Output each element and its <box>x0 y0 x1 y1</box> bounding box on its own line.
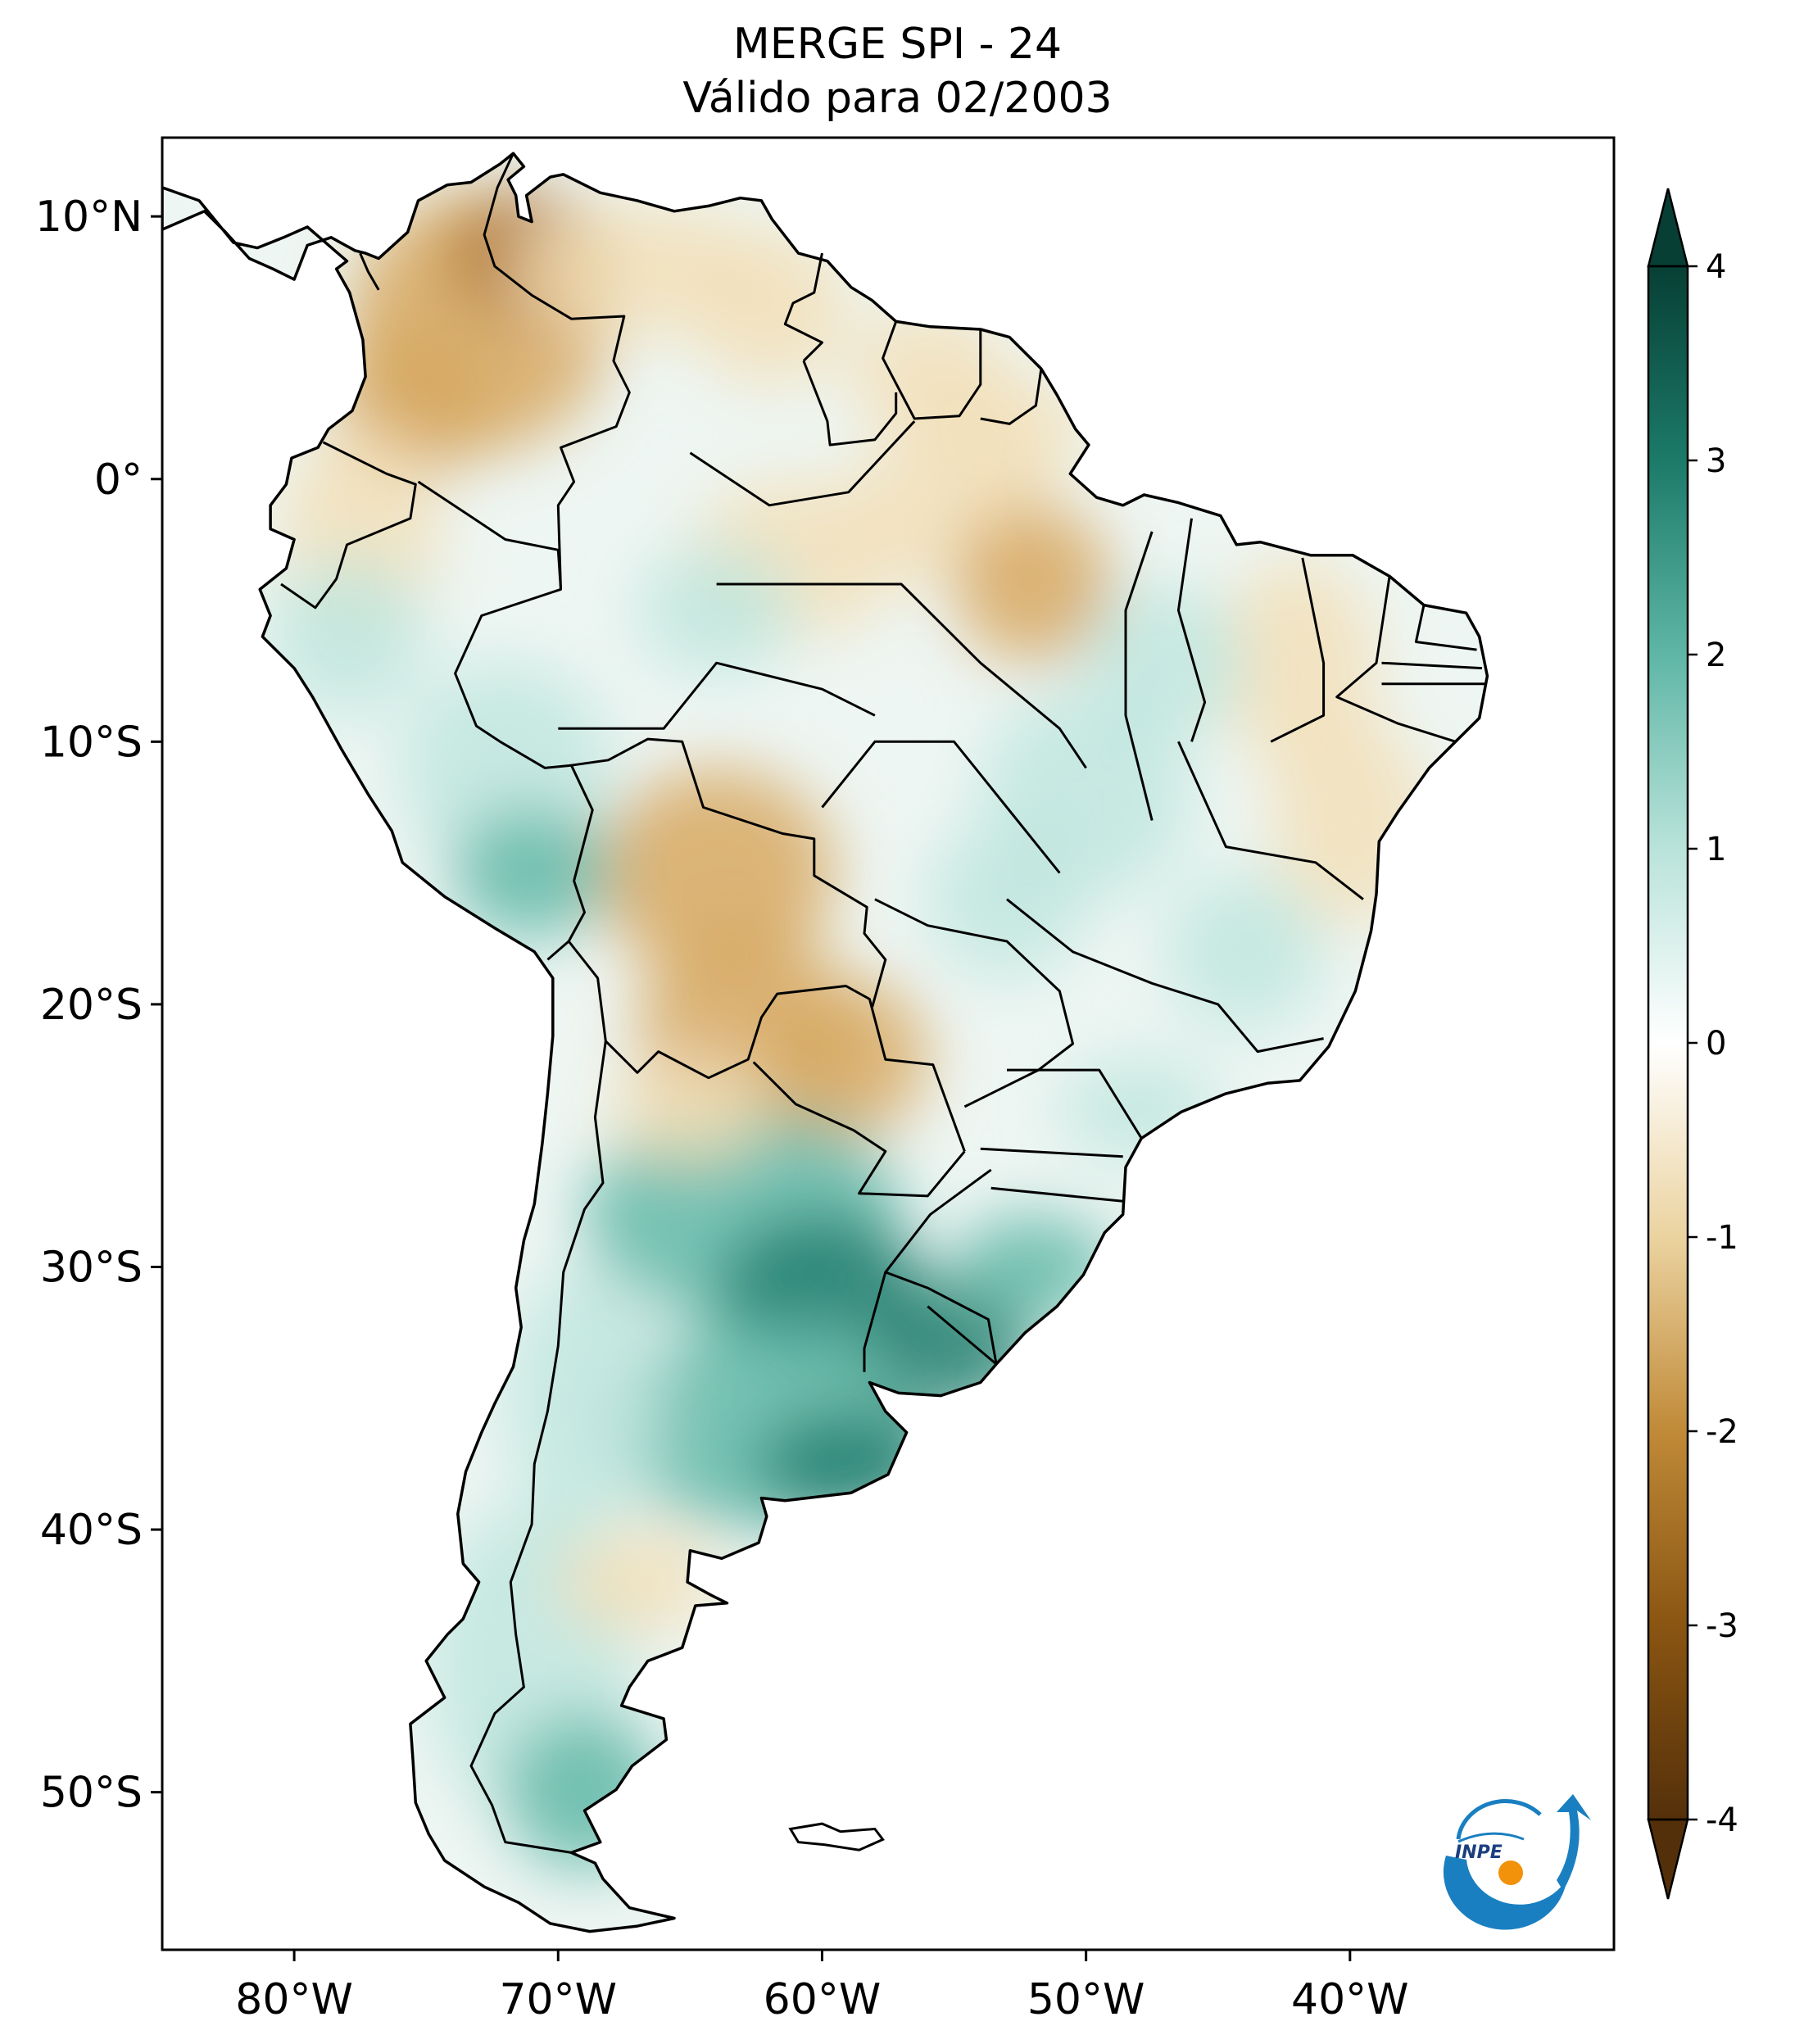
border-line <box>1124 531 1154 821</box>
anomaly-blob <box>1086 583 1244 742</box>
anomaly-blob <box>769 977 928 1136</box>
y-tick-label: 40°S <box>40 1506 143 1555</box>
border-line <box>571 737 887 1008</box>
border-line <box>1176 518 1207 742</box>
map-frame <box>161 136 1616 1951</box>
colorbar-tick-label: -4 <box>1706 1802 1738 1839</box>
border-line <box>417 480 594 961</box>
border-line <box>568 940 966 1152</box>
x-tick-label: 80°W <box>235 1975 353 2024</box>
colorbar-tick-label: 0 <box>1706 1025 1726 1063</box>
anomaly-blob <box>637 544 796 677</box>
anomaly-blob <box>1165 872 1324 1031</box>
colorbar-tick-label: -1 <box>1706 1219 1738 1257</box>
anomaly-blob <box>954 505 1113 664</box>
anomaly-blob <box>690 229 849 387</box>
border-line <box>1335 576 1457 743</box>
colorbar-tick-label: 1 <box>1706 831 1726 868</box>
y-tick-label: 30°S <box>40 1243 143 1292</box>
map-title: MERGE SPI - 24 <box>732 20 1063 69</box>
border-line <box>483 152 631 590</box>
colorbar-tick-label: 3 <box>1706 442 1726 480</box>
border-line <box>1414 605 1477 651</box>
border-line <box>802 360 898 446</box>
x-tick-label: 60°W <box>764 1975 882 2024</box>
map-subtitle: Válido para 02/2003 <box>682 74 1113 123</box>
border-line <box>716 582 1087 769</box>
anomaly-blob <box>1217 557 1377 768</box>
border-line <box>1006 898 1324 1054</box>
y-tick-label: 50°S <box>40 1769 143 1818</box>
anomaly-blob <box>597 768 836 978</box>
border-line <box>1270 557 1326 743</box>
border-line <box>1007 1068 1143 1140</box>
colorbar-gradient <box>1648 266 1688 1820</box>
colorbar-extend-min <box>1647 1818 1689 1900</box>
border-line <box>469 1040 607 1854</box>
anomaly-blob <box>927 820 1086 978</box>
border-line <box>882 320 982 420</box>
x-tick-label: 40°W <box>1291 1975 1409 2024</box>
colorbar-extend-max <box>1647 188 1689 268</box>
border-line <box>927 1305 998 1366</box>
border-line <box>980 368 1043 425</box>
border-line <box>752 1061 966 1198</box>
y-tick-label: 0° <box>94 455 143 505</box>
border-line <box>863 1271 887 1372</box>
y-tick-label: 20°S <box>40 981 143 1030</box>
inpe-logo-text: INPE <box>1455 1842 1503 1863</box>
political-borders <box>280 152 1485 1854</box>
anomaly-blob <box>452 807 611 939</box>
border-line <box>689 420 916 507</box>
inpe-logo-icon <box>1443 1794 1591 1930</box>
x-tick-label: 50°W <box>1027 1975 1145 2024</box>
border-line <box>558 661 876 730</box>
border-line <box>821 740 1061 874</box>
x-axis: 80°W 70°W 60°W 50°W 40°W <box>235 1950 1409 2024</box>
anomaly-blob <box>610 1057 770 1162</box>
coastline <box>162 152 1489 1933</box>
colorbar: 4 3 2 1 0 -1 -2 -3 -4 <box>1647 188 1738 1900</box>
y-axis: 10°N 0° 10°S 20°S 30°S 40°S 50°S <box>35 193 162 1818</box>
anomaly-blob <box>505 1267 664 1530</box>
anomaly-blob <box>558 1530 717 1635</box>
colorbar-tick-label: -3 <box>1706 1607 1738 1645</box>
colorbar-tick-label: 4 <box>1706 248 1726 286</box>
anomaly-blob <box>267 557 427 716</box>
border-line <box>884 1168 998 1365</box>
x-tick-label: 70°W <box>499 1975 617 2024</box>
border-line <box>1381 661 1482 670</box>
y-tick-label: 10°N <box>35 193 143 242</box>
falkland-islands <box>788 1822 885 1851</box>
colorbar-tick-label: -2 <box>1706 1413 1738 1451</box>
border-line <box>280 441 417 610</box>
border-line <box>1177 741 1364 900</box>
border-line <box>990 1186 1123 1203</box>
y-tick-label: 10°S <box>40 718 143 767</box>
colorbar-tick-label: 2 <box>1706 637 1726 674</box>
border-line <box>783 252 823 362</box>
border-line <box>359 252 380 291</box>
border-line <box>980 1147 1123 1158</box>
